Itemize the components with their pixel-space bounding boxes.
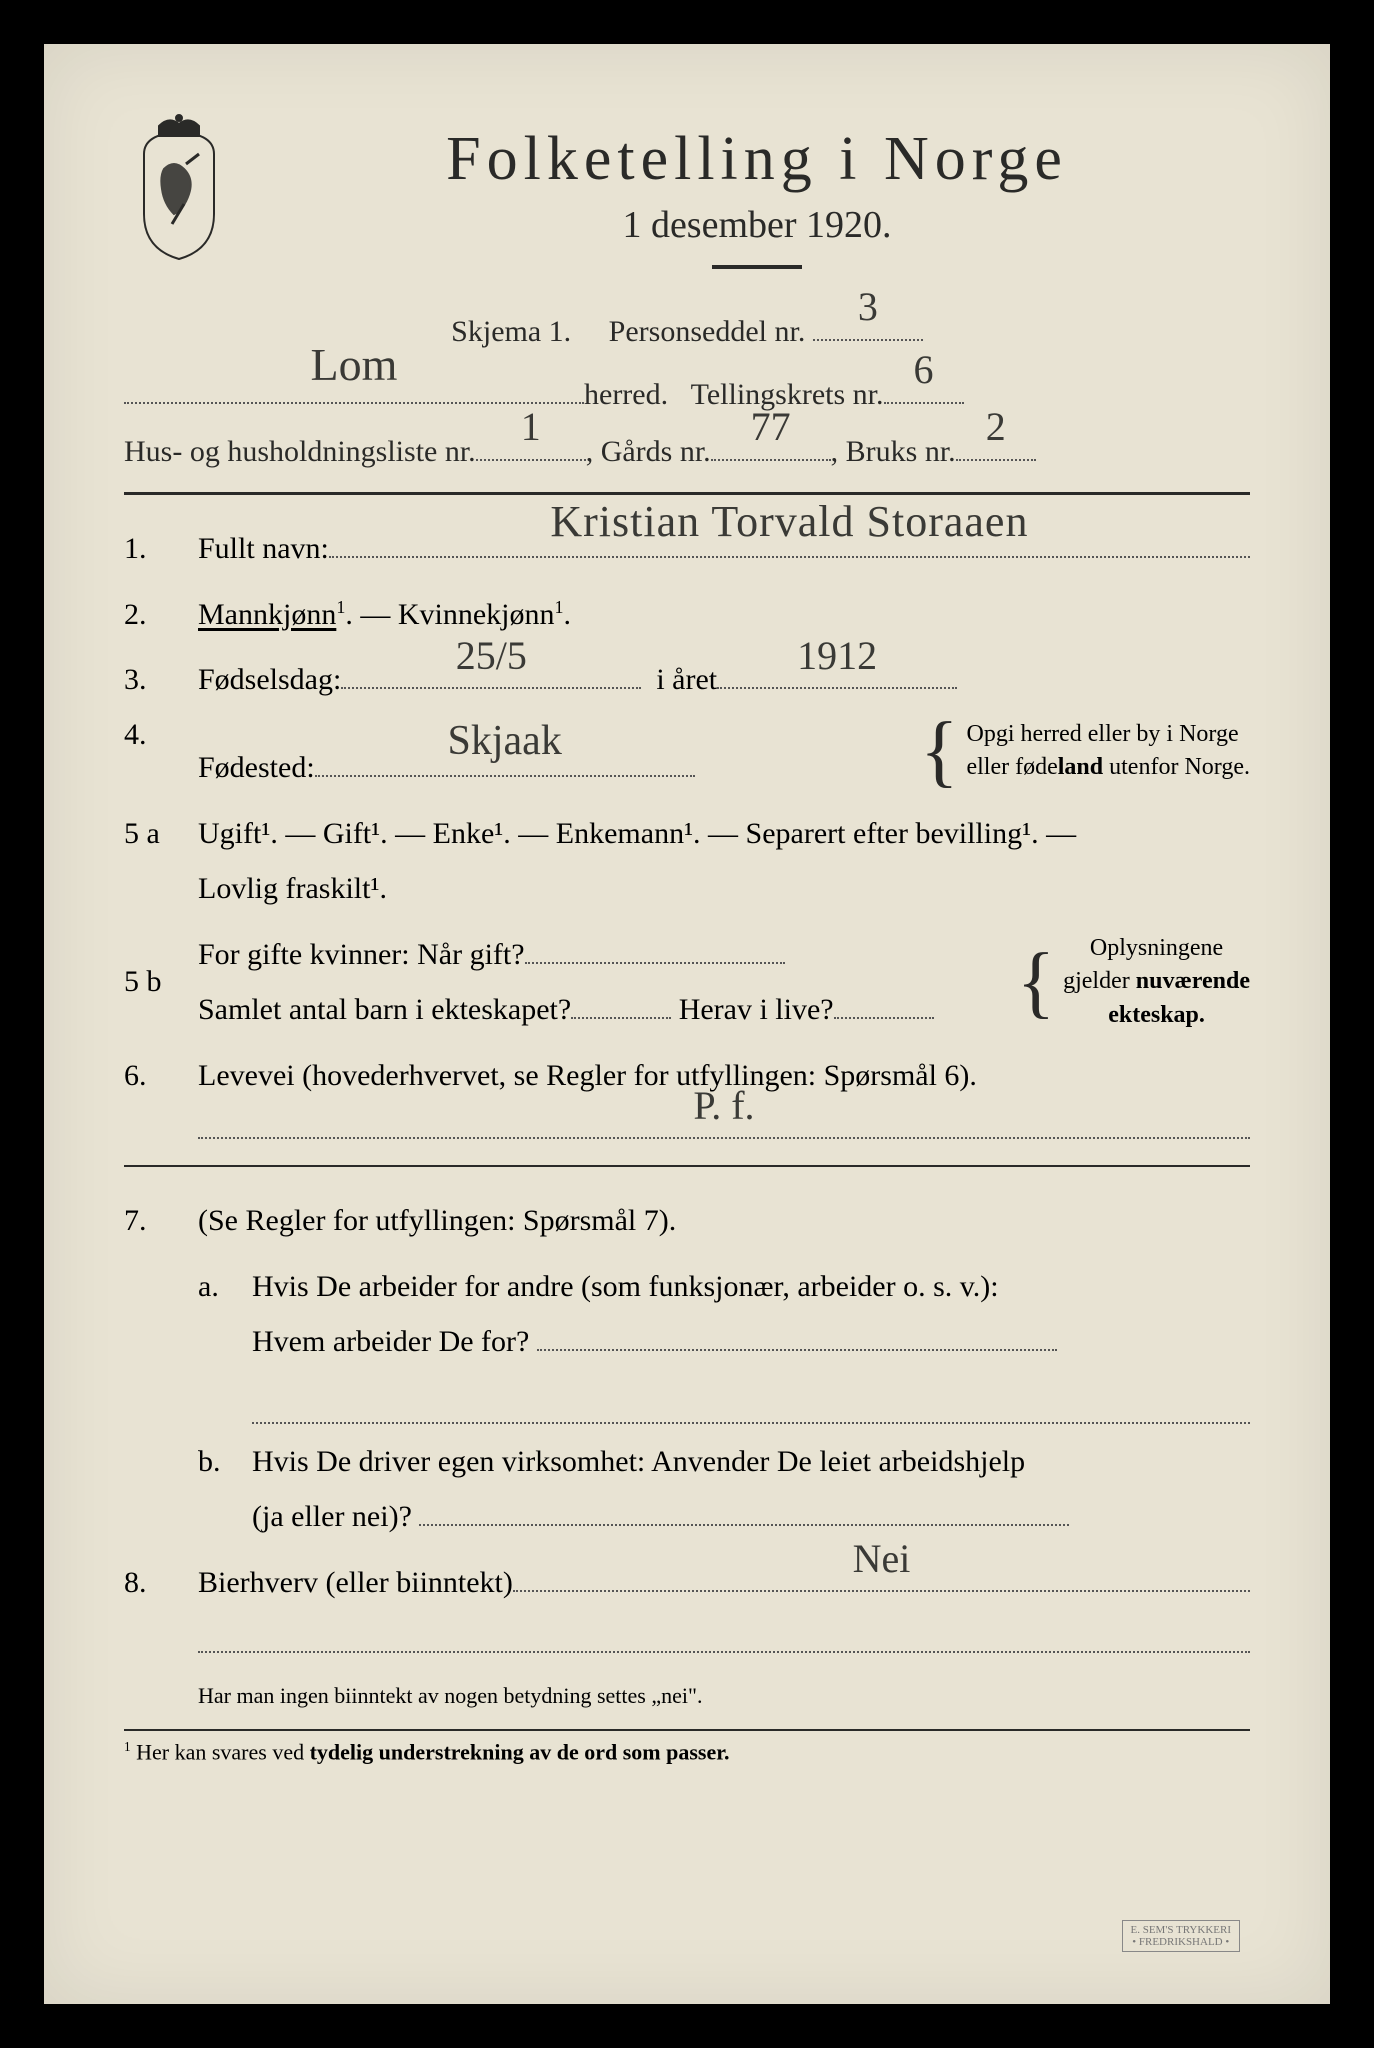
q4: 4. Fødested: Skjaak { Opgi herred eller …	[124, 718, 1250, 796]
q4-note2b: land	[1058, 754, 1103, 780]
husliste-nr: 1	[476, 389, 586, 465]
q3-num: 3.	[124, 663, 184, 697]
q8-label: Bierhverv (eller biinntekt)	[198, 1555, 513, 1611]
q3-day: 25/5	[341, 619, 641, 693]
q2: 2. Mannkjønn1. — Kvinnekjønn1.	[124, 587, 1250, 643]
q5a-text: Ugift¹. — Gift¹. — Enke¹. — Enkemann¹. —…	[198, 817, 1076, 850]
q5b-num: 5 b	[124, 965, 184, 999]
q7b-text: Hvis De driver egen virksomhet: Anvender…	[252, 1445, 1025, 1478]
q3-year: 1912	[717, 619, 957, 693]
q4-note1: Opgi herred eller by i Norge	[966, 721, 1238, 747]
main-title: Folketelling i Norge	[264, 124, 1250, 195]
q5b-label3: Herav i live?	[679, 982, 834, 1038]
husliste-label: Hus- og husholdningsliste nr.	[124, 423, 476, 480]
gards-nr: 77	[711, 389, 831, 465]
gards-label: , Gårds nr.	[586, 423, 711, 480]
q7: 7. (Se Regler for utfyllingen: Spørsmål …	[124, 1193, 1250, 1249]
q7a-num: a.	[198, 1270, 238, 1304]
q8: 8. Bierhverv (eller biinntekt) Nei	[124, 1555, 1250, 1611]
q8-num: 8.	[124, 1566, 184, 1600]
q4-value: Skjaak	[315, 703, 695, 781]
q5b-note3: ekteskap.	[1108, 1002, 1205, 1028]
footnote-bold: tydelig understrekning av de ord som pas…	[310, 1740, 730, 1765]
q1: 1. Fullt navn: Kristian Torvald Storaaen	[124, 521, 1250, 577]
q2-num: 2.	[124, 598, 184, 632]
q3-aret: i året	[656, 652, 717, 708]
q6-value: P. f.	[198, 1069, 1250, 1143]
q1-label: Fullt navn:	[198, 521, 329, 577]
q3-label: Fødselsdag:	[198, 652, 341, 708]
q5b-note1: Oplysningene	[1090, 935, 1223, 961]
q5b-note2b: nuværende	[1136, 968, 1250, 994]
q5b-label1: For gifte kvinner: Når gift?	[198, 927, 525, 983]
q7a: a. Hvis De arbeider for andre (som funks…	[198, 1259, 1250, 1424]
title-divider	[712, 265, 802, 269]
q8-value: Nei	[513, 1522, 1250, 1596]
q7-label: (Se Regler for utfyllingen: Spørsmål 7).	[198, 1193, 1250, 1249]
q5b-label2: Samlet antal barn i ekteskapet?	[198, 982, 571, 1038]
q1-num: 1.	[124, 532, 184, 566]
q5b-note: Oplysningene gjelder nuværende ekteskap.	[1063, 932, 1250, 1033]
personseddel-label: Personseddel nr.	[609, 315, 806, 348]
q6: 6. Levevei (hovederhvervet, se Regler fo…	[124, 1048, 1250, 1140]
q4-label: Fødested:	[198, 740, 315, 796]
bruks-label: , Bruks nr.	[831, 423, 956, 480]
brace-icon: {	[920, 723, 958, 779]
q5a: 5 a Ugift¹. — Gift¹. — Enke¹. — Enkemann…	[124, 806, 1250, 917]
q5a-text2: Lovlig fraskilt¹.	[198, 872, 387, 905]
q7a-q: Hvem arbeider De for?	[252, 1325, 529, 1358]
q3: 3. Fødselsdag: 25/5 i året 1912	[124, 652, 1250, 708]
footnote: 1 Her kan svares ved tydelig understrekn…	[124, 1729, 1250, 1765]
herred-row: Lom herred. Tellingskrets nr. 6	[124, 366, 1250, 423]
q2-sup1: 1	[336, 597, 345, 617]
q4-note: Opgi herred eller by i Norge eller fødel…	[966, 718, 1250, 785]
stamp-line2: • FREDRIKSHALD •	[1131, 1936, 1232, 1948]
q7a-text: Hvis De arbeider for andre (som funksjon…	[252, 1270, 999, 1303]
bruks-nr: 2	[956, 389, 1036, 465]
hus-row: Hus- og husholdningsliste nr. 1 , Gårds …	[124, 423, 1250, 480]
q5a-num: 5 a	[124, 817, 184, 851]
header: Folketelling i Norge 1 desember 1920.	[124, 114, 1250, 293]
printer-stamp: E. SEM'S TRYKKERI • FREDRIKSHALD •	[1122, 1920, 1241, 1952]
title-block: Folketelling i Norge 1 desember 1920.	[264, 114, 1250, 293]
stamp-line1: E. SEM'S TRYKKERI	[1131, 1924, 1232, 1936]
coat-of-arms-icon	[124, 114, 234, 264]
herred-label: herred.	[584, 366, 668, 423]
q4-num: 4.	[124, 718, 184, 752]
page-wrapper: Folketelling i Norge 1 desember 1920. Sk…	[0, 0, 1374, 2048]
q5b: 5 b For gifte kvinner: Når gift? Samlet …	[124, 927, 1250, 1038]
subtitle: 1 desember 1920.	[264, 203, 1250, 247]
tellingskrets-nr: 6	[884, 332, 964, 408]
divider-2	[124, 1165, 1250, 1167]
q1-value: Kristian Torvald Storaaen	[329, 481, 1250, 562]
q5b-note2a: gjelder	[1063, 968, 1136, 994]
q2-mann: Mannkjønn	[198, 598, 336, 631]
q4-note2c: utenfor Norge.	[1103, 754, 1250, 780]
q7b-q: (ja eller nei)?	[252, 1500, 412, 1533]
footnote-sup: 1	[124, 1739, 131, 1754]
q2-sup2: 1	[554, 597, 563, 617]
q4-note2a: eller føde	[966, 754, 1057, 780]
q6-num: 6.	[124, 1059, 184, 1093]
hint: Har man ingen biinntekt av nogen betydni…	[198, 1683, 1250, 1709]
q7b-num: b.	[198, 1445, 238, 1479]
q7-num: 7.	[124, 1204, 184, 1238]
brace-icon-2: {	[1017, 954, 1055, 1010]
document-paper: Folketelling i Norge 1 desember 1920. Sk…	[44, 44, 1330, 2004]
footnote-text: Her kan svares ved	[136, 1740, 310, 1765]
